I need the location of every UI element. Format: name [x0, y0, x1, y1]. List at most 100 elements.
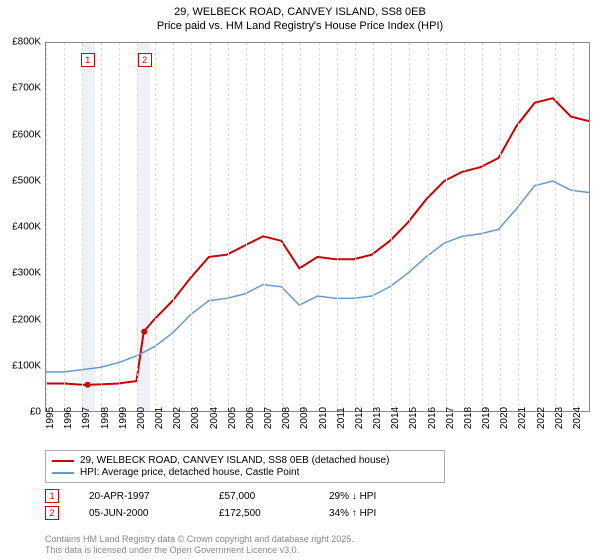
x-tick-label: 2005: [227, 407, 238, 429]
y-tick-label: £600K: [12, 129, 41, 140]
x-gridline: [573, 43, 574, 411]
x-tick-label: 2007: [263, 407, 274, 429]
x-tick-label: 2012: [354, 407, 365, 429]
x-gridline: [228, 43, 229, 411]
chart-titles: 29, WELBECK ROAD, CANVEY ISLAND, SS8 0EB…: [0, 0, 600, 42]
x-gridline: [518, 43, 519, 411]
x-tick-label: 1995: [45, 407, 56, 429]
x-gridline: [337, 43, 338, 411]
x-gridline: [319, 43, 320, 411]
x-tick-label: 2001: [154, 407, 165, 429]
x-tick-label: 2014: [390, 407, 401, 429]
chart-svg: [46, 43, 589, 411]
x-tick-label: 2011: [336, 407, 347, 429]
x-gridline: [210, 43, 211, 411]
x-gridline: [137, 43, 138, 411]
row-marker: 1: [45, 489, 59, 503]
x-gridline: [391, 43, 392, 411]
legend-row-2: HPI: Average price, detached house, Cast…: [52, 467, 438, 478]
x-gridline: [355, 43, 356, 411]
x-gridline: [464, 43, 465, 411]
x-gridline: [46, 43, 47, 411]
data-row: 2 05-JUN-2000 £172,500 34% ↑ HPI: [45, 506, 590, 520]
y-axis: £0£100K£200K£300K£400K£500K£600K£700K£80…: [0, 42, 43, 412]
x-tick-label: 2009: [299, 407, 310, 429]
x-gridline: [173, 43, 174, 411]
y-tick-label: £400K: [12, 222, 41, 233]
x-gridline: [555, 43, 556, 411]
row-date: 05-JUN-2000: [89, 508, 189, 519]
legend-label-2: HPI: Average price, detached house, Cast…: [80, 467, 299, 478]
y-tick-label: £800K: [12, 37, 41, 48]
x-tick-label: 2002: [172, 407, 183, 429]
x-tick-label: 2013: [372, 407, 383, 429]
x-gridline: [246, 43, 247, 411]
x-axis: 1995199619971998199920002001200220032004…: [45, 414, 590, 449]
y-tick-label: £500K: [12, 175, 41, 186]
row-price: £57,000: [219, 491, 299, 502]
series-price_paid: [46, 98, 589, 385]
title-line-1: 29, WELBECK ROAD, CANVEY ISLAND, SS8 0EB: [0, 5, 600, 19]
x-tick-label: 1998: [100, 407, 111, 429]
x-tick-label: 2016: [427, 407, 438, 429]
row-marker: 2: [45, 506, 59, 520]
x-tick-label: 2019: [481, 407, 492, 429]
x-gridline: [82, 43, 83, 411]
row-price: £172,500: [219, 508, 299, 519]
data-row: 1 20-APR-1997 £57,000 29% ↓ HPI: [45, 489, 590, 503]
row-date: 20-APR-1997: [89, 491, 189, 502]
x-gridline: [191, 43, 192, 411]
legend-box: 29, WELBECK ROAD, CANVEY ISLAND, SS8 0EB…: [45, 450, 445, 483]
x-tick-label: 2006: [245, 407, 256, 429]
x-gridline: [500, 43, 501, 411]
row-delta: 29% ↓ HPI: [329, 491, 376, 502]
x-tick-label: 2021: [517, 407, 528, 429]
x-tick-label: 2020: [499, 407, 510, 429]
footnote-line-1: Contains HM Land Registry data © Crown c…: [45, 534, 354, 545]
x-tick-label: 1999: [118, 407, 129, 429]
y-tick-label: £100K: [12, 360, 41, 371]
data-point-2: [141, 329, 147, 335]
x-gridline: [537, 43, 538, 411]
x-tick-label: 1997: [81, 407, 92, 429]
footnote: Contains HM Land Registry data © Crown c…: [45, 534, 354, 556]
series-hpi: [46, 181, 589, 372]
legend-swatch-2: [52, 472, 74, 474]
x-gridline: [264, 43, 265, 411]
x-tick-label: 2010: [318, 407, 329, 429]
legend-label-1: 29, WELBECK ROAD, CANVEY ISLAND, SS8 0EB…: [80, 455, 389, 466]
chart-container: 29, WELBECK ROAD, CANVEY ISLAND, SS8 0EB…: [0, 0, 600, 560]
x-gridline: [300, 43, 301, 411]
x-tick-label: 2004: [209, 407, 220, 429]
x-tick-label: 2018: [463, 407, 474, 429]
x-tick-label: 2000: [136, 407, 147, 429]
legend-swatch-1: [52, 460, 74, 462]
x-gridline: [64, 43, 65, 411]
x-tick-label: 2003: [190, 407, 201, 429]
y-tick-label: £200K: [12, 314, 41, 325]
x-gridline: [119, 43, 120, 411]
y-tick-label: £0: [30, 407, 41, 418]
x-gridline: [101, 43, 102, 411]
legend: 29, WELBECK ROAD, CANVEY ISLAND, SS8 0EB…: [45, 450, 590, 523]
data-table: 1 20-APR-1997 £57,000 29% ↓ HPI 2 05-JUN-2000…: [45, 489, 590, 520]
x-tick-label: 2023: [554, 407, 565, 429]
x-tick-label: 2022: [536, 407, 547, 429]
y-tick-label: £300K: [12, 268, 41, 279]
x-tick-label: 2017: [445, 407, 456, 429]
x-gridline: [409, 43, 410, 411]
x-tick-label: 2008: [281, 407, 292, 429]
x-gridline: [428, 43, 429, 411]
x-gridline: [282, 43, 283, 411]
x-gridline: [373, 43, 374, 411]
plot-area: 12: [45, 42, 590, 412]
row-delta: 34% ↑ HPI: [329, 508, 376, 519]
x-tick-label: 2024: [572, 407, 583, 429]
data-point-1: [85, 382, 91, 388]
title-line-2: Price paid vs. HM Land Registry's House …: [0, 19, 600, 33]
legend-row-1: 29, WELBECK ROAD, CANVEY ISLAND, SS8 0EB…: [52, 455, 438, 466]
x-gridline: [155, 43, 156, 411]
y-tick-label: £700K: [12, 83, 41, 94]
x-tick-label: 2015: [408, 407, 419, 429]
chart-marker: 2: [138, 53, 152, 67]
